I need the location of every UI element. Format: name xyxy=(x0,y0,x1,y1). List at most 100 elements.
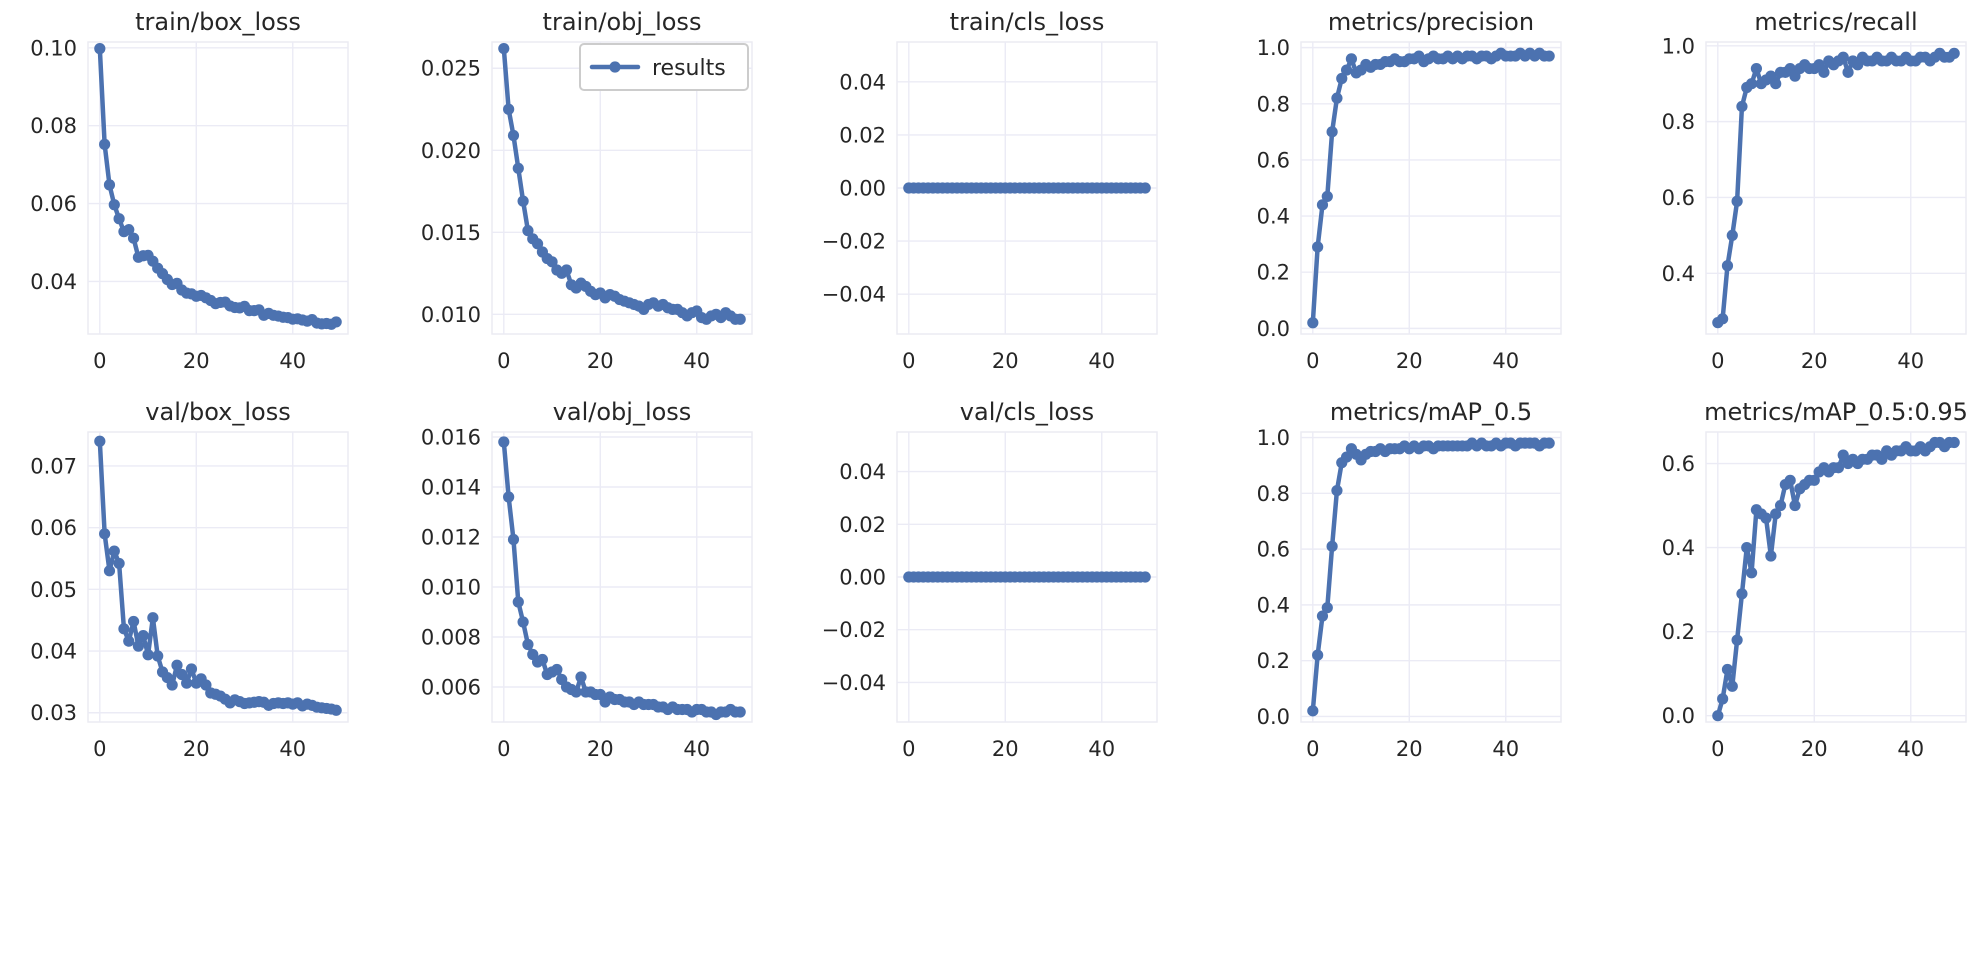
x-tick-label: 40 xyxy=(1492,737,1519,761)
data-point xyxy=(522,638,534,651)
y-tick-label: −0.04 xyxy=(822,283,886,307)
x-tick-label: 20 xyxy=(1801,349,1828,373)
legend: results xyxy=(579,43,749,91)
data-point xyxy=(1326,540,1338,552)
chart-title: val/box_loss xyxy=(145,398,290,426)
y-tick-label: 0.07 xyxy=(30,454,77,478)
data-point xyxy=(1876,453,1888,465)
data-point xyxy=(1745,78,1758,90)
x-tick-label: 20 xyxy=(183,349,210,373)
data-point xyxy=(330,704,342,716)
data-point xyxy=(1741,541,1753,554)
x-tick-label: 40 xyxy=(1897,349,1924,373)
x-tick-label: 20 xyxy=(992,737,1019,761)
data-point xyxy=(1770,508,1782,520)
y-tick-label: 0.006 xyxy=(421,676,481,700)
data-point xyxy=(1340,451,1353,463)
data-point xyxy=(1784,474,1796,486)
chart-title: metrics/mAP_0.5 xyxy=(1330,398,1532,426)
y-tick-label: 0.02 xyxy=(839,123,886,147)
data-point xyxy=(94,43,106,55)
y-tick-label: 1.0 xyxy=(1662,34,1695,58)
panel-train-cls-loss: 0 20 40 0.04 0.02 0.00 −0.02 −0.04 train/cls_los… xyxy=(822,8,1158,373)
y-tick-label: 0.6 xyxy=(1662,452,1695,476)
data-point xyxy=(1750,62,1763,75)
data-point xyxy=(1139,571,1151,583)
y-tick-label: 0.0 xyxy=(1662,704,1695,728)
data-point xyxy=(1336,72,1348,85)
plot-area xyxy=(1300,431,1562,723)
data-point xyxy=(113,213,125,225)
x-tick-label: 20 xyxy=(587,737,614,761)
data-point xyxy=(1726,229,1738,241)
data-point xyxy=(1717,313,1729,325)
data-point xyxy=(108,199,120,211)
y-tick-label: 0.2 xyxy=(1662,620,1695,644)
data-point xyxy=(1760,512,1772,524)
x-tick-label: 0 xyxy=(93,737,106,761)
data-point xyxy=(1818,66,1830,78)
data-point xyxy=(498,436,510,448)
chart-title: val/obj_loss xyxy=(553,398,692,426)
data-point xyxy=(108,545,120,557)
data-point xyxy=(171,659,183,671)
panel-metrics-recall: 0 20 40 0.4 0.6 0.8 1.0 metrics/recall xyxy=(1662,8,1967,373)
panel-metrics-map-0-5-0-95: 0 20 40 0.0 0.2 0.4 0.6 metrics/mAP_0.5:0.95 xyxy=(1662,398,1968,761)
x-tick-label: 0 xyxy=(93,349,106,373)
x-tick-label: 20 xyxy=(1396,737,1423,761)
y-tick-label: 1.0 xyxy=(1257,426,1290,450)
data-point xyxy=(1948,436,1960,449)
panel-val-obj-loss: 0 20 40 0.006 0.008 0.010 0.012 0.014 0.016 val/o… xyxy=(421,398,753,761)
y-tick-label: 0.02 xyxy=(839,513,886,537)
y-tick-label: 0.4 xyxy=(1662,536,1695,560)
x-tick-label: 40 xyxy=(683,737,710,761)
data-point xyxy=(1726,680,1738,692)
y-tick-label: 0.06 xyxy=(30,516,77,540)
y-tick-label: 0.10 xyxy=(30,36,77,60)
x-tick-label: 0 xyxy=(1306,349,1319,373)
y-tick-label: 0.008 xyxy=(421,626,481,650)
data-point xyxy=(1331,92,1343,104)
data-point xyxy=(507,533,520,546)
y-tick-label: 0.012 xyxy=(421,526,481,550)
data-point xyxy=(1774,499,1787,512)
y-tick-label: 0.014 xyxy=(421,476,481,500)
data-point xyxy=(1307,317,1319,329)
data-point xyxy=(94,435,106,447)
y-tick-label: −0.02 xyxy=(822,230,886,254)
data-point xyxy=(185,663,198,675)
y-tick-label: 0.0 xyxy=(1257,317,1290,341)
y-tick-label: 0.4 xyxy=(1257,205,1290,229)
y-tick-label: −0.04 xyxy=(822,671,886,695)
y-tick-label: 0.4 xyxy=(1662,262,1695,286)
y-tick-label: 0.00 xyxy=(839,566,886,590)
data-point xyxy=(575,671,587,683)
data-point xyxy=(1312,649,1324,661)
y-tick-label: −0.02 xyxy=(822,618,886,642)
data-point xyxy=(503,103,515,115)
data-point xyxy=(1731,634,1743,646)
panel-val-box-loss: 0 20 40 0.03 0.04 0.05 0.06 0.07 val/box_loss xyxy=(30,398,349,761)
legend-label: results xyxy=(652,56,726,81)
chart-title: train/obj_loss xyxy=(543,8,702,36)
data-point xyxy=(1842,66,1854,78)
x-tick-label: 40 xyxy=(279,737,306,761)
chart-title: metrics/precision xyxy=(1328,8,1534,36)
y-tick-label: 0.016 xyxy=(421,426,481,450)
legend-marker-icon xyxy=(609,61,621,73)
x-tick-label: 20 xyxy=(992,349,1019,373)
x-tick-label: 40 xyxy=(683,349,710,373)
data-point xyxy=(522,225,534,237)
data-point xyxy=(1745,567,1758,579)
x-tick-label: 40 xyxy=(1492,349,1519,373)
data-point xyxy=(1139,182,1151,194)
data-point xyxy=(551,663,563,676)
y-tick-label: 0.2 xyxy=(1257,261,1290,285)
data-point xyxy=(127,615,140,628)
data-point xyxy=(118,623,130,635)
chart-title: metrics/recall xyxy=(1754,8,1917,36)
data-point xyxy=(1721,260,1734,272)
x-tick-label: 20 xyxy=(1396,349,1423,373)
y-tick-label: 0.08 xyxy=(30,114,77,138)
data-point xyxy=(1543,50,1555,62)
